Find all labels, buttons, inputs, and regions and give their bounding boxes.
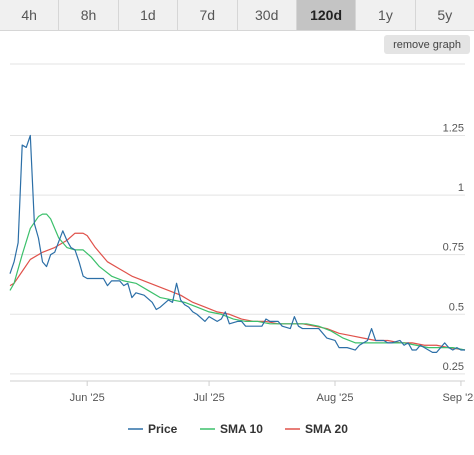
x-tick-label: Aug '25: [317, 392, 354, 404]
tab-1y[interactable]: 1y: [356, 0, 416, 30]
timeframe-tabs: 4h 8h 1d 7d 30d 120d 1y 5y: [0, 0, 474, 31]
series-line-price: [9, 134, 465, 353]
tab-120d[interactable]: 120d: [296, 0, 357, 30]
chart-axes: 0.25 0.5 0.75 1 1.25 Jun '25 Jul '25 Aug '25 Sep…: [10, 123, 474, 404]
tab-8h[interactable]: 8h: [59, 0, 119, 30]
tab-7d[interactable]: 7d: [178, 0, 238, 30]
tab-4h[interactable]: 4h: [0, 0, 60, 30]
legend-label-price: Price: [148, 422, 178, 436]
y-tick-label: 0.5: [449, 301, 464, 313]
x-tick-label: Jul '25: [193, 392, 224, 404]
series-line-sma-10: [9, 213, 466, 351]
y-tick-label: 1.25: [443, 123, 464, 135]
tab-1d[interactable]: 1d: [119, 0, 179, 30]
chart-series: [9, 134, 466, 353]
x-tick-label: Sep '25: [442, 392, 474, 404]
remove-graph-button[interactable]: remove graph: [384, 35, 470, 54]
tab-30d[interactable]: 30d: [238, 0, 297, 30]
series-line-sma-20: [9, 232, 466, 351]
y-tick-label: 0.75: [443, 242, 464, 254]
x-tick-label: Jun '25: [70, 392, 105, 404]
chart-legend[interactable]: Price SMA 10 SMA 20: [128, 422, 348, 436]
y-tick-label: 0.25: [443, 361, 464, 373]
tab-5y[interactable]: 5y: [437, 7, 453, 23]
legend-label-sma-10: SMA 10: [220, 422, 263, 436]
chart-grid: [10, 63, 465, 375]
y-tick-label: 1: [458, 182, 464, 194]
legend-label-sma-20: SMA 20: [305, 422, 348, 436]
